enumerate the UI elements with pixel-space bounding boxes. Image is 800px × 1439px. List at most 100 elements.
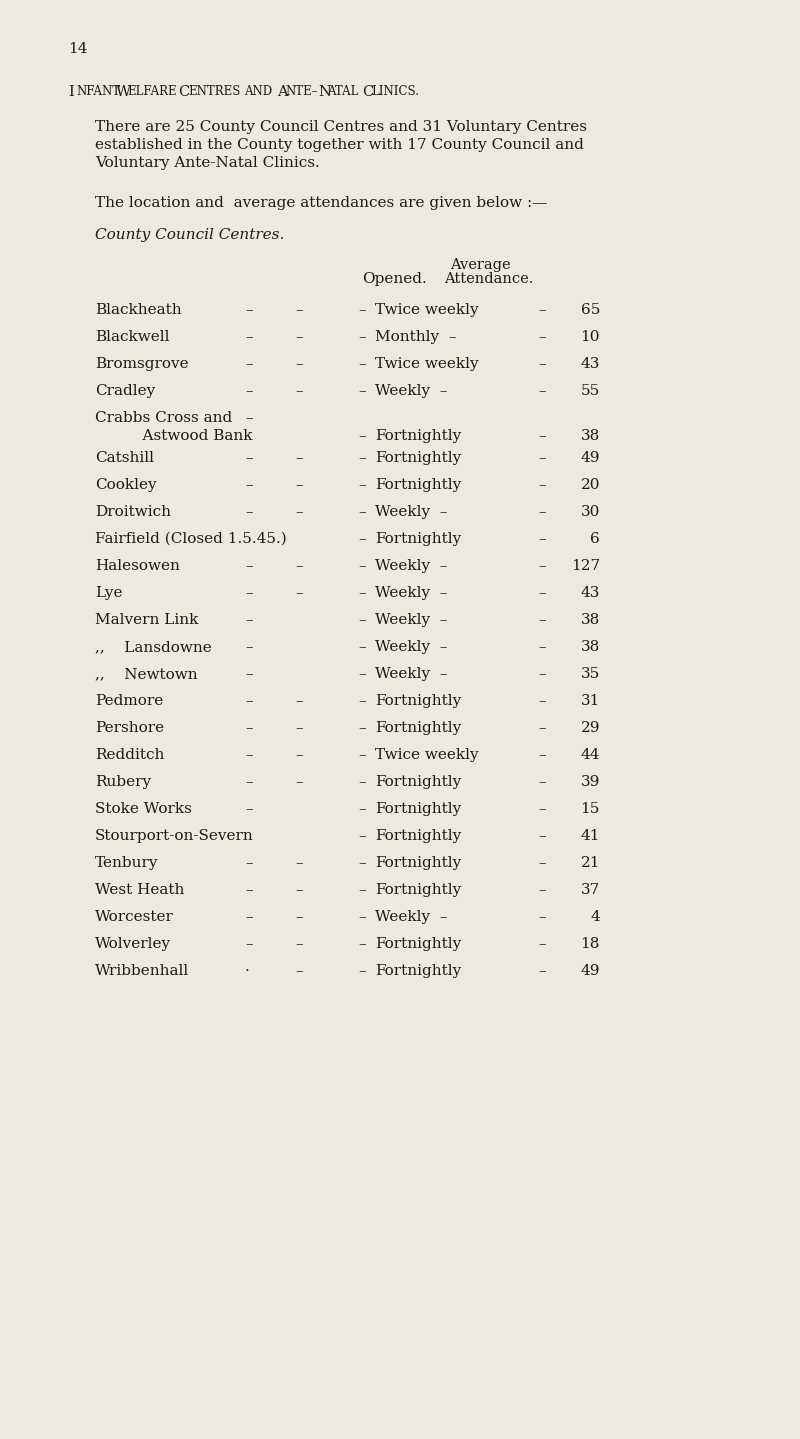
Text: –: – [538,357,546,371]
Text: Worcester: Worcester [95,909,174,924]
Text: NFANT: NFANT [76,85,120,98]
Text: –: – [295,384,302,399]
Text: Pershore: Pershore [95,721,164,735]
Text: Weekly  –: Weekly – [375,640,447,653]
Text: –: – [245,802,253,816]
Text: N: N [318,85,331,99]
Text: –: – [245,450,253,465]
Text: 43: 43 [581,357,600,371]
Text: Fortnightly: Fortnightly [375,937,462,951]
Text: –: – [538,613,546,627]
Text: –: – [295,450,302,465]
Text: –: – [358,937,366,951]
Text: –: – [245,937,253,951]
Text: –: – [245,668,253,681]
Text: 18: 18 [581,937,600,951]
Text: –: – [245,613,253,627]
Text: 127: 127 [571,558,600,573]
Text: West Heath: West Heath [95,884,184,896]
Text: Pedmore: Pedmore [95,694,163,708]
Text: –: – [358,429,366,443]
Text: A: A [277,85,288,99]
Text: Wolverley: Wolverley [95,937,171,951]
Text: –: – [538,748,546,763]
Text: Stoke Works: Stoke Works [95,802,192,816]
Text: Fortnightly: Fortnightly [375,429,462,443]
Text: –: – [245,884,253,896]
Text: Fortnightly: Fortnightly [375,721,462,735]
Text: Crabbs Cross and: Crabbs Cross and [95,412,232,425]
Text: The location and  average attendances are given below :—: The location and average attendances are… [95,196,547,210]
Text: –: – [538,330,546,344]
Text: –: – [295,586,302,600]
Text: –: – [538,829,546,843]
Text: Wribbenhall: Wribbenhall [95,964,190,979]
Text: –: – [538,694,546,708]
Text: AND: AND [244,85,272,98]
Text: –: – [538,668,546,681]
Text: Stourport-on-Severn: Stourport-on-Severn [95,829,254,843]
Text: –: – [358,721,366,735]
Text: –: – [245,776,253,789]
Text: –: – [358,776,366,789]
Text: –: – [295,721,302,735]
Text: Fortnightly: Fortnightly [375,776,462,789]
Text: Fortnightly: Fortnightly [375,478,462,492]
Text: –: – [295,776,302,789]
Text: 31: 31 [581,694,600,708]
Text: NTE–: NTE– [285,85,318,98]
Text: Average: Average [450,258,510,272]
Text: Fortnightly: Fortnightly [375,694,462,708]
Text: –: – [245,304,253,317]
Text: –: – [538,937,546,951]
Text: Tenbury: Tenbury [95,856,158,871]
Text: –: – [538,964,546,979]
Text: Blackwell: Blackwell [95,330,170,344]
Text: –: – [358,532,366,545]
Text: Fortnightly: Fortnightly [375,829,462,843]
Text: –: – [358,829,366,843]
Text: Cookley: Cookley [95,478,157,492]
Text: –: – [245,721,253,735]
Text: –: – [295,304,302,317]
Text: –: – [245,748,253,763]
Text: –: – [358,558,366,573]
Text: Opened.: Opened. [362,272,426,286]
Text: –: – [358,357,366,371]
Text: –: – [295,856,302,871]
Text: –: – [245,412,253,425]
Text: –: – [295,909,302,924]
Text: –: – [538,802,546,816]
Text: –: – [295,505,302,519]
Text: Voluntary Ante-Natal Clinics.: Voluntary Ante-Natal Clinics. [95,155,320,170]
Text: –: – [245,909,253,924]
Text: –: – [295,748,302,763]
Text: –: – [538,640,546,653]
Text: 29: 29 [581,721,600,735]
Text: –: – [538,558,546,573]
Text: Twice weekly: Twice weekly [375,357,478,371]
Text: 14: 14 [68,42,87,56]
Text: Weekly  –: Weekly – [375,558,447,573]
Text: Weekly  –: Weekly – [375,586,447,600]
Text: Cradley: Cradley [95,384,155,399]
Text: –: – [538,384,546,399]
Text: 20: 20 [581,478,600,492]
Text: 44: 44 [581,748,600,763]
Text: –: – [538,776,546,789]
Text: 49: 49 [581,450,600,465]
Text: –: – [358,304,366,317]
Text: 37: 37 [581,884,600,896]
Text: Weekly  –: Weekly – [375,613,447,627]
Text: –: – [245,640,253,653]
Text: –: – [245,694,253,708]
Text: –: – [358,909,366,924]
Text: –: – [245,505,253,519]
Text: Droitwich: Droitwich [95,505,171,519]
Text: Astwood Bank: Astwood Bank [123,429,253,443]
Text: W: W [116,85,131,99]
Text: LINICS.: LINICS. [371,85,419,98]
Text: –: – [295,357,302,371]
Text: 15: 15 [581,802,600,816]
Text: C: C [362,85,374,99]
